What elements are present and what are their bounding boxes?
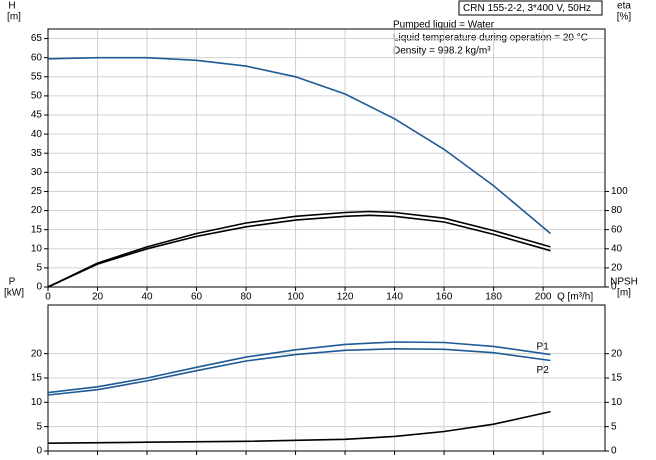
y-tick-label: 5 bbox=[36, 421, 42, 432]
y-axis-unit: [m] bbox=[7, 12, 21, 23]
curve bbox=[47, 341, 551, 394]
y-tick-label: 65 bbox=[31, 33, 43, 44]
y-tick-label: 35 bbox=[31, 148, 43, 159]
curve bbox=[47, 410, 551, 444]
y2-tick-label: 15 bbox=[611, 373, 623, 384]
y-tick-label: 15 bbox=[31, 373, 43, 384]
y2-tick-label: 10 bbox=[611, 397, 623, 408]
title: CRN 155-2-2, 3*400 V, 50Hz bbox=[463, 3, 591, 14]
y-tick-label: 55 bbox=[31, 71, 43, 82]
y-tick-label: 15 bbox=[31, 224, 43, 235]
plot-frame bbox=[47, 28, 606, 288]
x-tick-label: 120 bbox=[337, 292, 354, 303]
y-tick-label: 10 bbox=[31, 397, 43, 408]
curve-label: P1 bbox=[537, 341, 550, 352]
curve bbox=[47, 347, 551, 396]
y2-tick-label: 60 bbox=[611, 224, 623, 235]
title-box bbox=[458, 0, 603, 16]
x-tick-label: 180 bbox=[485, 292, 502, 303]
y-axis-unit: [kW] bbox=[4, 288, 24, 299]
curve bbox=[47, 214, 551, 288]
y2-tick-label: 0 bbox=[611, 282, 617, 293]
x-tick-label: 0 bbox=[45, 292, 51, 303]
y2-tick-label: 100 bbox=[611, 186, 628, 197]
x-tick-label: 160 bbox=[436, 292, 453, 303]
y2-tick-label: 40 bbox=[611, 243, 623, 254]
y-tick-label: 25 bbox=[31, 186, 43, 197]
y2-axis-unit: [%] bbox=[617, 12, 632, 23]
y2-axis-unit: [m] bbox=[617, 288, 631, 299]
y-axis-label: P bbox=[9, 277, 16, 288]
y-tick-label: 50 bbox=[31, 91, 43, 102]
y2-tick-label: 20 bbox=[611, 348, 623, 359]
y2-tick-label: 20 bbox=[611, 263, 623, 274]
annotation: Density = 998.2 kg/m³ bbox=[393, 46, 491, 57]
y2-axis-label: eta bbox=[617, 1, 631, 12]
x-tick-label: 100 bbox=[287, 292, 304, 303]
y-tick-label: 40 bbox=[31, 129, 43, 140]
y-tick-label: 45 bbox=[31, 110, 43, 121]
y2-tick-label: 0 bbox=[611, 446, 617, 457]
y2-tick-label: 80 bbox=[611, 205, 623, 216]
curve bbox=[47, 210, 551, 288]
curve-label: P2 bbox=[537, 365, 550, 376]
y-tick-label: 20 bbox=[31, 205, 43, 216]
y-axis-label: H bbox=[8, 1, 15, 12]
x-tick-label: 20 bbox=[92, 292, 104, 303]
x-tick-label: 40 bbox=[141, 292, 153, 303]
x-tick-label: 80 bbox=[240, 292, 252, 303]
y-tick-label: 60 bbox=[31, 52, 43, 63]
x-tick-label: 140 bbox=[386, 292, 403, 303]
y2-tick-label: 5 bbox=[611, 421, 617, 432]
x-tick-label: 200 bbox=[535, 292, 552, 303]
y2-axis-label: NPSH bbox=[610, 277, 638, 288]
y-tick-label: 5 bbox=[36, 263, 42, 274]
y-tick-label: 0 bbox=[36, 282, 42, 293]
curve bbox=[47, 56, 552, 235]
x-axis-label: Q [m³/h] bbox=[557, 292, 593, 303]
y-tick-label: 30 bbox=[31, 167, 43, 178]
annotation: Pumped liquid = Water bbox=[393, 20, 495, 31]
y-tick-label: 20 bbox=[31, 348, 43, 359]
y-tick-label: 10 bbox=[31, 243, 43, 254]
y-tick-label: 0 bbox=[36, 446, 42, 457]
x-tick-label: 60 bbox=[191, 292, 203, 303]
